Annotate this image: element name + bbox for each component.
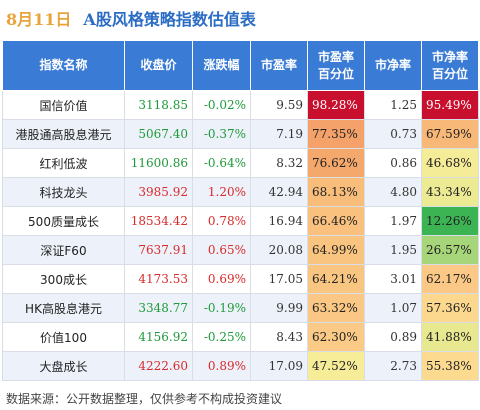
index-name-cell: 价值100 <box>2 322 125 352</box>
pe-percentile-cell: 77.35% <box>307 119 365 149</box>
pe-percentile-cell: 98.28% <box>307 90 365 120</box>
close-price-cell: 7637.91 <box>124 235 193 265</box>
close-price-cell: 11600.86 <box>124 148 193 178</box>
column-header-close[interactable]: 收盘价 <box>124 40 193 91</box>
change-cell: -0.64% <box>192 148 251 178</box>
change-cell: 0.89% <box>192 351 251 381</box>
pb-percentile-cell: 57.36% <box>421 293 479 323</box>
change-cell: -0.02% <box>192 90 251 120</box>
pb-cell: 2.73 <box>364 351 422 381</box>
pe-cell: 7.19 <box>250 119 308 149</box>
pe-percentile-cell: 64.99% <box>307 235 365 265</box>
pb-cell: 1.95 <box>364 235 422 265</box>
close-price-cell: 4156.92 <box>124 322 193 352</box>
pe-percentile-cell: 66.46% <box>307 206 365 236</box>
page-title: A股风格策略指数估值表 <box>83 10 256 29</box>
column-header-change[interactable]: 涨跌幅 <box>192 40 251 91</box>
pb-percentile-cell: 55.38% <box>421 351 479 381</box>
index-name-cell: HK高股息港元 <box>2 293 125 323</box>
pe-percentile-cell: 63.32% <box>307 293 365 323</box>
pb-percentile-cell: 41.88% <box>421 322 479 352</box>
pe-cell: 16.94 <box>250 206 308 236</box>
pb-cell: 0.89 <box>364 322 422 352</box>
index-name-cell: 港股通高股息港元 <box>2 119 125 149</box>
index-name-cell: 大盘成长 <box>2 351 125 381</box>
pe-cell: 9.99 <box>250 293 308 323</box>
pe-cell: 20.08 <box>250 235 308 265</box>
pb-percentile-cell: 95.49% <box>421 90 479 120</box>
close-price-cell: 3348.77 <box>124 293 193 323</box>
change-cell: 0.69% <box>192 264 251 294</box>
column-header-pb[interactable]: 市净率 <box>364 40 422 91</box>
pb-cell: 1.25 <box>364 90 422 120</box>
title-row: 8月11日 A股风格策略指数估值表 <box>6 4 256 32</box>
data-source-note: 数据来源：公开数据整理，仅供参考不构成投资建议 <box>6 392 283 406</box>
close-price-cell: 18534.42 <box>124 206 193 236</box>
pb-cell: 4.80 <box>364 177 422 207</box>
index-name-cell: 500质量成长 <box>2 206 125 236</box>
pe-percentile-cell: 62.30% <box>307 322 365 352</box>
table-header-row: 指数名称 收盘价 涨跌幅 市盈率 市盈率 百分位 市净率 市净率 百分位 <box>2 40 479 91</box>
pe-cell: 8.43 <box>250 322 308 352</box>
table-row[interactable]: 科技龙头 3985.92 1.20% 42.94 68.13% 4.80 43.34% <box>2 177 479 207</box>
pe-cell: 8.32 <box>250 148 308 178</box>
pe-cell: 17.09 <box>250 351 308 381</box>
index-name-cell: 科技龙头 <box>2 177 125 207</box>
index-name-cell: 国信价值 <box>2 90 125 120</box>
index-name-cell: 红利低波 <box>2 148 125 178</box>
pe-percentile-cell: 64.21% <box>307 264 365 294</box>
close-price-cell: 3985.92 <box>124 177 193 207</box>
change-cell: -0.25% <box>192 322 251 352</box>
close-price-cell: 4173.53 <box>124 264 193 294</box>
close-price-cell: 3118.85 <box>124 90 193 120</box>
close-price-cell: 5067.40 <box>124 119 193 149</box>
pe-percentile-cell: 68.13% <box>307 177 365 207</box>
table-row[interactable]: 300成长 4173.53 0.69% 17.05 64.21% 3.01 62.17% <box>2 264 479 294</box>
column-header-pe-percentile[interactable]: 市盈率 百分位 <box>307 40 365 91</box>
pe-cell: 42.94 <box>250 177 308 207</box>
change-cell: 0.65% <box>192 235 251 265</box>
title-date: 8月11日 <box>6 10 72 29</box>
column-header-pe[interactable]: 市盈率 <box>250 40 308 91</box>
table-row[interactable]: 500质量成长 18534.42 0.78% 16.94 66.46% 1.97 12.26… <box>2 206 479 236</box>
table-row[interactable]: 大盘成长 4222.60 0.89% 17.09 47.52% 2.73 55.38% <box>2 351 479 381</box>
pb-percentile-cell: 46.68% <box>421 148 479 178</box>
index-name-cell: 深证F60 <box>2 235 125 265</box>
pb-percentile-cell: 43.34% <box>421 177 479 207</box>
pb-cell: 1.97 <box>364 206 422 236</box>
pe-percentile-cell: 76.62% <box>307 148 365 178</box>
table-row[interactable]: 红利低波 11600.86 -0.64% 8.32 76.62% 0.86 46.68% <box>2 148 479 178</box>
pb-percentile-cell: 62.17% <box>421 264 479 294</box>
table-row[interactable]: 港股通高股息港元 5067.40 -0.37% 7.19 77.35% 0.73 67.59… <box>2 119 479 149</box>
pe-percentile-cell: 47.52% <box>307 351 365 381</box>
change-cell: 0.78% <box>192 206 251 236</box>
close-price-cell: 4222.60 <box>124 351 193 381</box>
change-cell: -0.37% <box>192 119 251 149</box>
pb-cell: 1.07 <box>364 293 422 323</box>
change-cell: -0.19% <box>192 293 251 323</box>
pe-cell: 9.59 <box>250 90 308 120</box>
valuation-table: 指数名称 收盘价 涨跌幅 市盈率 市盈率 百分位 市净率 市净率 百分位 国信价值 3… <box>2 40 479 381</box>
pe-cell: 17.05 <box>250 264 308 294</box>
pb-percentile-cell: 67.59% <box>421 119 479 149</box>
table-row[interactable]: 深证F60 7637.91 0.65% 20.08 64.99% 1.95 26.57% <box>2 235 479 265</box>
pb-cell: 0.86 <box>364 148 422 178</box>
pb-cell: 0.73 <box>364 119 422 149</box>
change-cell: 1.20% <box>192 177 251 207</box>
column-header-name[interactable]: 指数名称 <box>2 40 125 91</box>
table-row[interactable]: 价值100 4156.92 -0.25% 8.43 62.30% 0.89 41.88% <box>2 322 479 352</box>
pb-percentile-cell: 26.57% <box>421 235 479 265</box>
index-name-cell: 300成长 <box>2 264 125 294</box>
column-header-pb-percentile[interactable]: 市净率 百分位 <box>421 40 479 91</box>
pb-cell: 3.01 <box>364 264 422 294</box>
table-row[interactable]: HK高股息港元 3348.77 -0.19% 9.99 63.32% 1.07 57.36% <box>2 293 479 323</box>
table-body: 国信价值 3118.85 -0.02% 9.59 98.28% 1.25 95.49% 港股通… <box>2 90 479 381</box>
pb-percentile-cell: 12.26% <box>421 206 479 236</box>
table-row[interactable]: 国信价值 3118.85 -0.02% 9.59 98.28% 1.25 95.49% <box>2 90 479 120</box>
